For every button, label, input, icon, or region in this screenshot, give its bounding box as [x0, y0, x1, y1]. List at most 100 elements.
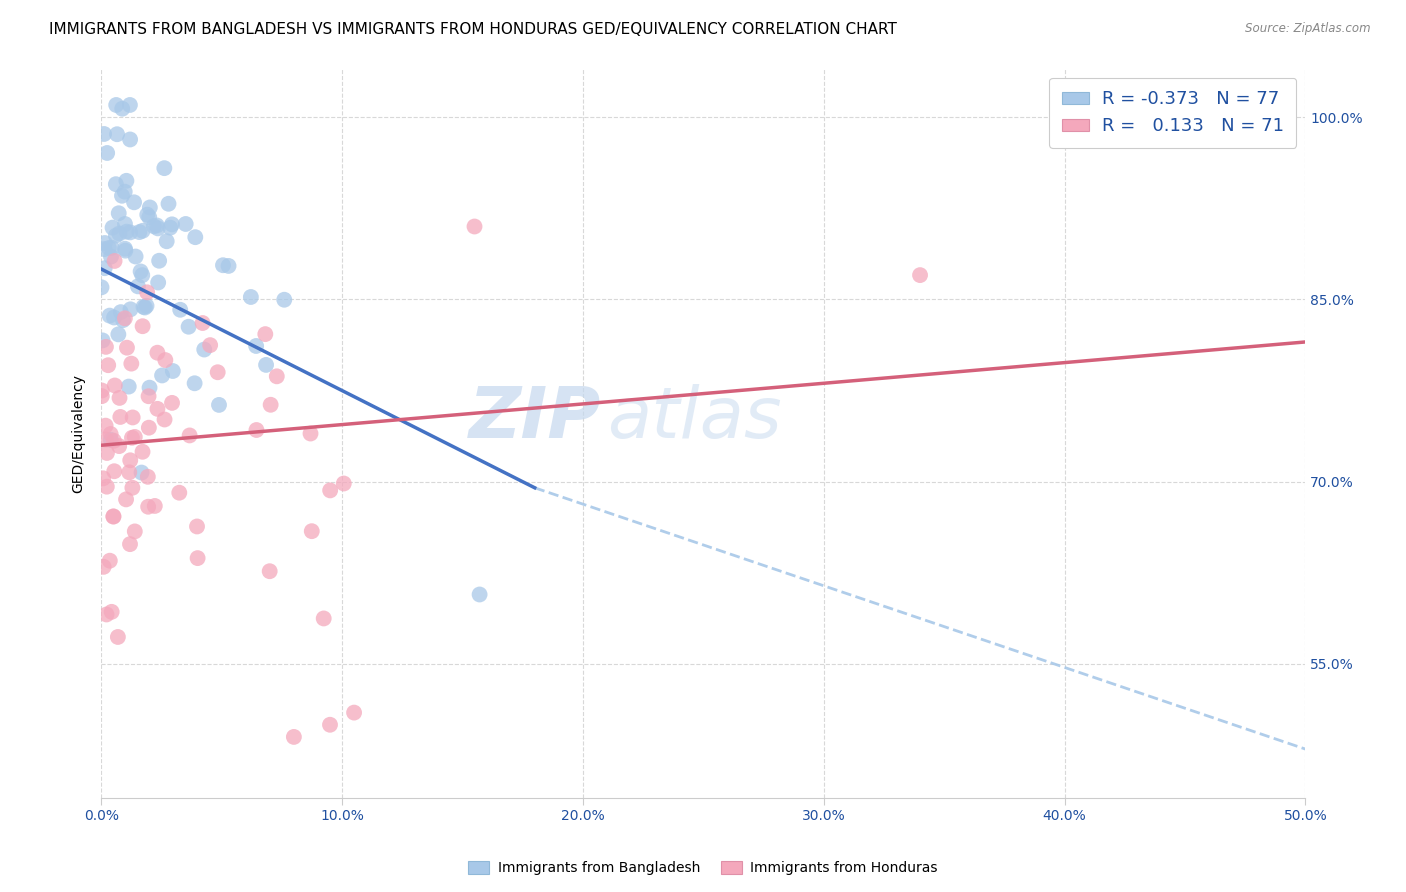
Point — [136, 208, 159, 222]
Point — [162, 364, 184, 378]
Point — [110, 409, 132, 424]
Point — [120, 357, 142, 371]
Point — [160, 218, 183, 232]
Point — [333, 476, 356, 491]
Point — [100, 433, 122, 447]
Point — [124, 524, 146, 539]
Point — [138, 381, 160, 395]
Point — [103, 434, 125, 448]
Point — [101, 241, 124, 255]
Point — [138, 420, 160, 434]
Point — [97, 241, 120, 255]
Point — [103, 509, 125, 524]
Point — [150, 368, 173, 383]
Point — [100, 250, 122, 264]
Point — [273, 293, 295, 307]
Point — [91, 471, 114, 485]
Point — [131, 319, 153, 334]
Point — [120, 225, 142, 239]
Point — [134, 301, 156, 315]
Point — [207, 365, 229, 379]
Y-axis label: GED/Equivalency: GED/Equivalency — [72, 374, 86, 492]
Point — [105, 127, 128, 141]
Point — [120, 302, 142, 317]
Point — [115, 492, 138, 507]
Point — [299, 426, 322, 441]
Point — [127, 279, 149, 293]
Point — [179, 428, 201, 442]
Point — [96, 146, 118, 161]
Point — [245, 339, 267, 353]
Point — [98, 554, 121, 568]
Point — [245, 423, 267, 437]
Point — [319, 483, 342, 498]
Point — [148, 253, 170, 268]
Point — [111, 313, 134, 327]
Point — [129, 264, 152, 278]
Point — [111, 188, 134, 202]
Point — [90, 384, 112, 398]
Point — [124, 430, 146, 444]
Point — [463, 219, 485, 234]
Point — [93, 559, 115, 574]
Point — [146, 345, 169, 359]
Point — [184, 230, 207, 244]
Point — [97, 358, 120, 372]
Point — [146, 221, 169, 235]
Point — [198, 338, 221, 352]
Point — [118, 466, 141, 480]
Point — [319, 718, 342, 732]
Point — [101, 220, 124, 235]
Point — [155, 353, 177, 368]
Point — [254, 327, 277, 342]
Point — [212, 258, 235, 272]
Point — [96, 480, 118, 494]
Point — [114, 242, 136, 256]
Point — [131, 224, 153, 238]
Point — [142, 219, 165, 234]
Point — [108, 439, 131, 453]
Point — [177, 319, 200, 334]
Point — [186, 519, 208, 533]
Point — [131, 466, 153, 480]
Point — [100, 427, 122, 442]
Point — [96, 446, 118, 460]
Point — [259, 564, 281, 578]
Point — [131, 268, 153, 282]
Point — [124, 250, 146, 264]
Point — [115, 341, 138, 355]
Point — [114, 311, 136, 326]
Legend: R = -0.373   N = 77, R =   0.133   N = 71: R = -0.373 N = 77, R = 0.133 N = 71 — [1049, 78, 1296, 148]
Point — [148, 276, 170, 290]
Point — [239, 290, 262, 304]
Point — [114, 244, 136, 258]
Point — [120, 453, 142, 467]
Point — [107, 630, 129, 644]
Point — [94, 340, 117, 354]
Point — [146, 401, 169, 416]
Point — [105, 98, 128, 112]
Point — [153, 161, 176, 176]
Point — [108, 391, 131, 405]
Point — [121, 410, 143, 425]
Point — [121, 481, 143, 495]
Point — [169, 302, 191, 317]
Point — [104, 228, 127, 243]
Text: ZIP: ZIP — [468, 384, 600, 453]
Point — [93, 242, 115, 256]
Point — [153, 412, 176, 426]
Point — [193, 343, 215, 357]
Point — [131, 444, 153, 458]
Point — [254, 358, 277, 372]
Point — [115, 225, 138, 239]
Point — [468, 587, 491, 601]
Point — [94, 418, 117, 433]
Point — [110, 305, 132, 319]
Point — [135, 299, 157, 313]
Point — [104, 177, 127, 191]
Text: Source: ZipAtlas.com: Source: ZipAtlas.com — [1246, 22, 1371, 36]
Point — [115, 174, 138, 188]
Point — [122, 195, 145, 210]
Point — [312, 611, 335, 625]
Point — [138, 211, 160, 225]
